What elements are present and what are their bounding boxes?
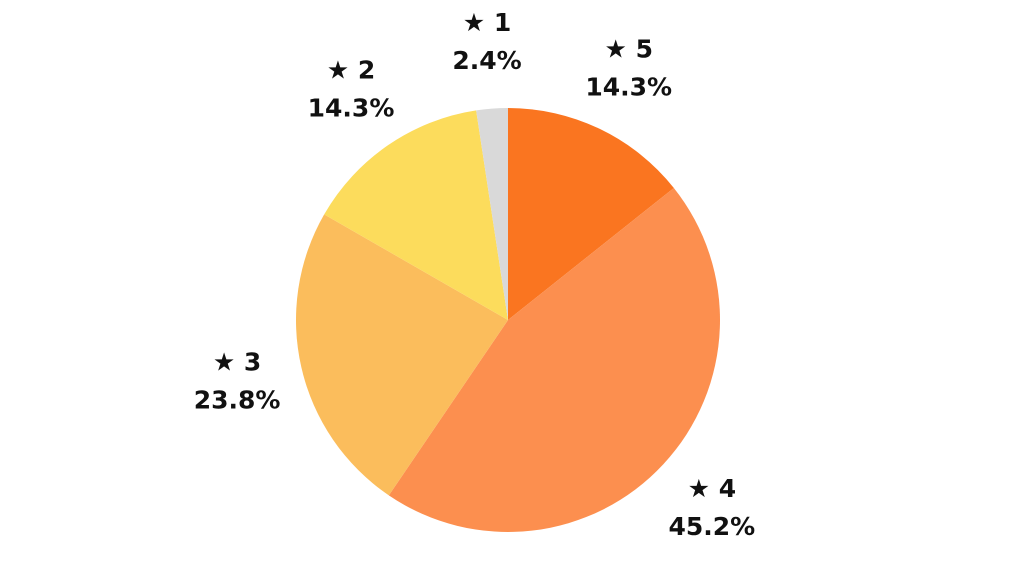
slice-category-label: ★ 4 [688, 474, 737, 503]
pie-slice [476, 108, 508, 320]
slice-value-label: 14.3% [585, 73, 672, 102]
slice-value-label: 23.8% [194, 385, 281, 414]
slice-category-label: ★ 5 [604, 35, 653, 64]
slice-value-label: 45.2% [668, 512, 755, 541]
slice-value-label: 14.3% [308, 94, 395, 123]
pie-slice [324, 110, 508, 321]
pie-slice [388, 187, 721, 533]
slice-category-label: ★ 3 [213, 347, 262, 376]
slice-category-label: ★ 2 [327, 56, 376, 85]
pie-slice [296, 214, 508, 496]
pie-slice [508, 108, 674, 320]
slice-value-label: 2.4% [452, 46, 521, 75]
slice-category-label: ★ 1 [463, 8, 512, 37]
